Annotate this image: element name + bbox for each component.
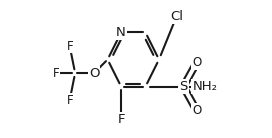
- Text: O: O: [89, 67, 99, 80]
- Text: NH₂: NH₂: [193, 80, 218, 93]
- Text: F: F: [53, 67, 60, 80]
- Text: N: N: [116, 26, 126, 39]
- Text: S: S: [179, 80, 187, 93]
- Text: O: O: [192, 56, 202, 69]
- Text: F: F: [66, 39, 73, 52]
- Text: O: O: [192, 104, 202, 117]
- Text: F: F: [117, 113, 125, 126]
- Text: F: F: [66, 94, 73, 107]
- Text: Cl: Cl: [170, 10, 183, 23]
